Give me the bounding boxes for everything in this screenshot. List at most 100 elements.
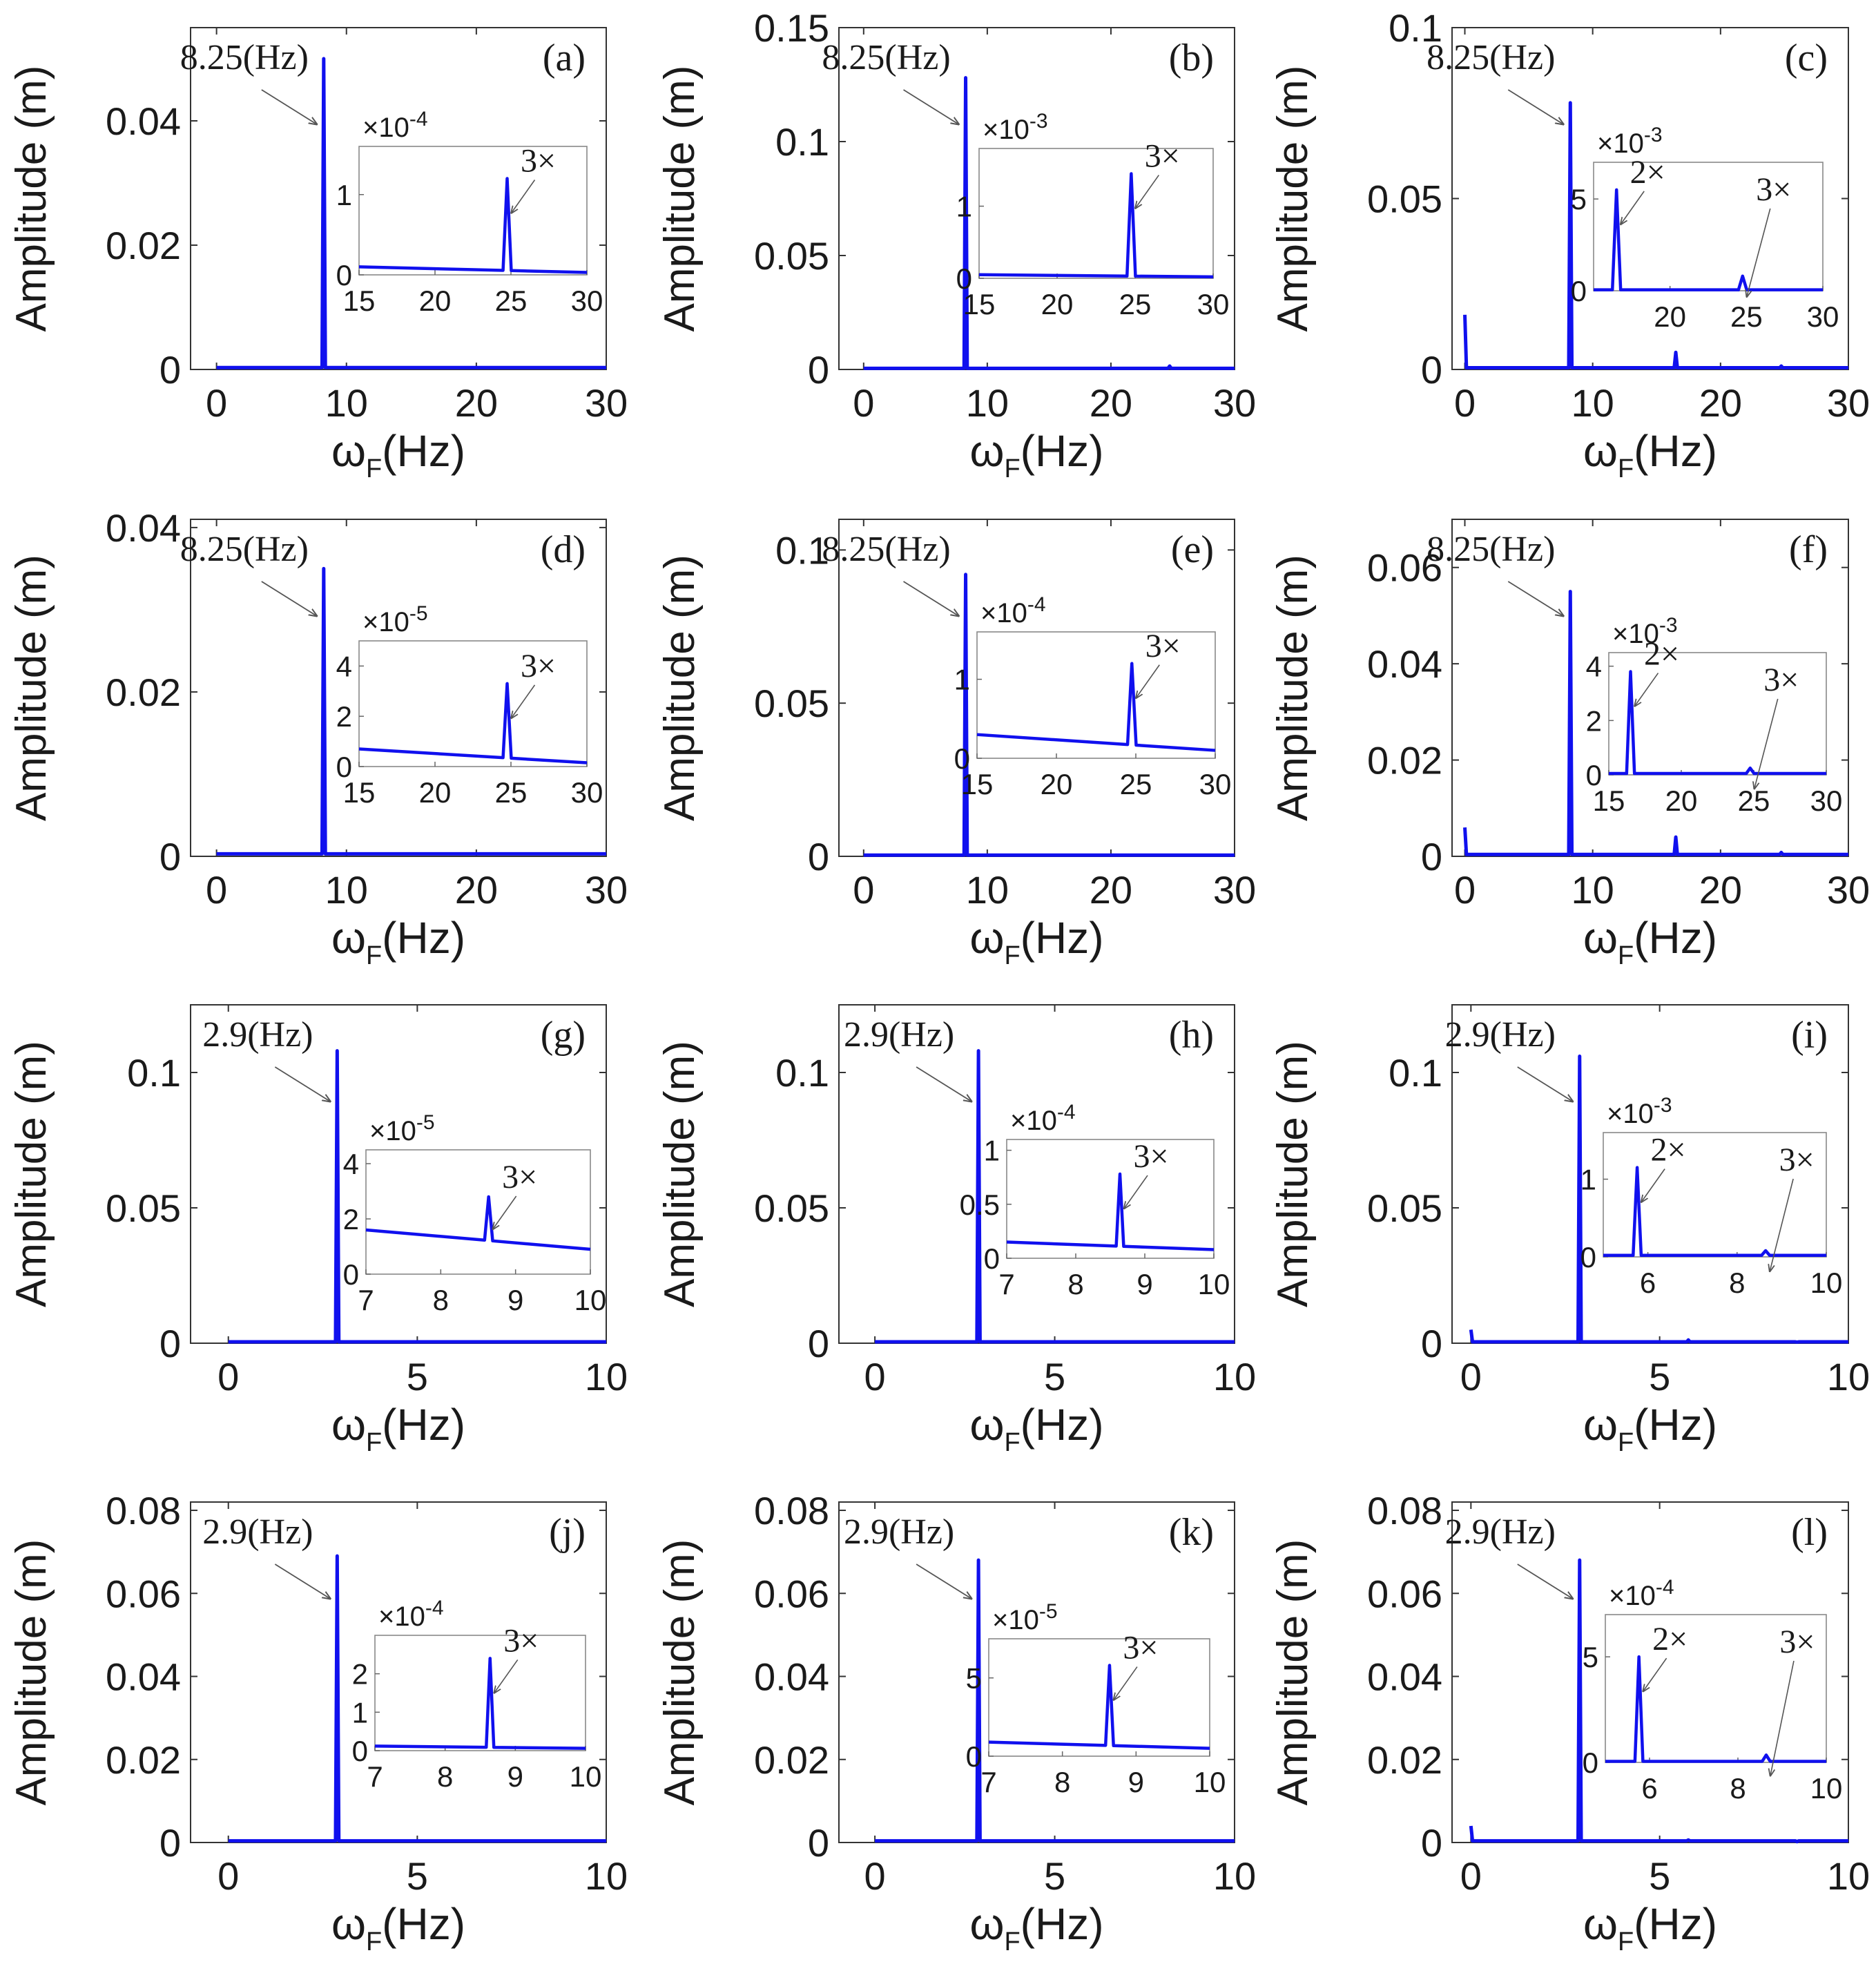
y-tick-label: 0.02 bbox=[106, 1738, 181, 1782]
inset-y-tick-label: 2 bbox=[1586, 704, 1602, 737]
inset-exponent-base: ×10 bbox=[992, 1605, 1039, 1635]
x-axis-label: ωF(Hz) bbox=[969, 1400, 1103, 1457]
x-tick-label: 0 bbox=[1454, 868, 1476, 912]
inset-line bbox=[374, 1657, 586, 1750]
y-tick-label: 0.1 bbox=[1389, 1051, 1442, 1095]
inset-y-tick-label: 2 bbox=[352, 1658, 368, 1691]
peak-label: 2.9(Hz) bbox=[1445, 1015, 1556, 1055]
x-axis-label-omega: ω bbox=[1583, 913, 1618, 963]
inset-y-tick-label: 4 bbox=[343, 1148, 359, 1180]
harmonic-label: 3× bbox=[1763, 662, 1799, 698]
inset-line bbox=[358, 177, 588, 274]
inset-box bbox=[978, 148, 1214, 279]
inset-x-tick-label: 15 bbox=[961, 768, 994, 800]
inset-line bbox=[976, 662, 1216, 752]
inset-l: 0 5 6 8 10 ×10-4 2× 3× bbox=[1583, 1576, 1843, 1805]
inset-exponent: ×10-4 bbox=[1010, 1101, 1076, 1136]
x-tick-label: 5 bbox=[1044, 1854, 1065, 1898]
y-tick-label: 0.08 bbox=[754, 1489, 829, 1532]
inset-x-tick-label: 10 bbox=[1194, 1766, 1226, 1798]
inset-y-tick-label: 0 bbox=[984, 1242, 1000, 1275]
inset-box bbox=[365, 1149, 591, 1275]
x-tick-label: 30 bbox=[1827, 868, 1870, 912]
x-tick-label: 30 bbox=[585, 381, 628, 425]
inset-y-tick-label: 0 bbox=[343, 1258, 359, 1291]
x-axis-label-omega: ω bbox=[331, 426, 366, 476]
peak-label: 2.9(Hz) bbox=[844, 1512, 954, 1552]
inset-y-tick-label: 2 bbox=[343, 1203, 359, 1235]
y-tick-label: 0.05 bbox=[754, 682, 829, 725]
inset-x-tick-label: 25 bbox=[1738, 785, 1770, 817]
inset-exponent: ×10-5 bbox=[992, 1600, 1058, 1635]
harmonic-arrow bbox=[1621, 191, 1645, 224]
harmonic-label: 2× bbox=[1644, 636, 1679, 673]
x-tick-label: 10 bbox=[966, 381, 1009, 425]
inset-y-tick-label: 0 bbox=[352, 1735, 368, 1767]
x-tick-label: 10 bbox=[325, 868, 368, 912]
inset-box bbox=[1593, 162, 1824, 291]
y-tick-label: 0 bbox=[159, 1821, 181, 1865]
y-tick-label: 0 bbox=[159, 835, 181, 878]
peak-arrow bbox=[274, 1564, 330, 1599]
harmonic-arrow bbox=[1114, 1666, 1138, 1700]
inset-x-tick-label: 8 bbox=[433, 1284, 449, 1316]
x-tick-label: 0 bbox=[1460, 1355, 1482, 1398]
y-tick-label: 0 bbox=[808, 835, 829, 878]
peak-label: 2.9(Hz) bbox=[844, 1015, 954, 1055]
y-tick-label: 0 bbox=[159, 348, 181, 392]
inset-x-tick-label: 25 bbox=[495, 776, 528, 809]
inset-x-tick-label: 8 bbox=[1054, 1766, 1070, 1798]
harmonic-label: 3× bbox=[503, 1622, 539, 1659]
inset-exponent-base: ×10 bbox=[980, 598, 1027, 628]
y-tick-label: 0 bbox=[808, 348, 829, 392]
panel-label: (f) bbox=[1789, 528, 1828, 571]
panel-label: (h) bbox=[1169, 1014, 1214, 1057]
inset-exponent: ×10-4 bbox=[1609, 1576, 1674, 1611]
harmonic-arrow bbox=[512, 684, 536, 718]
spectrum-line-e bbox=[863, 573, 1235, 857]
harmonic-arrow bbox=[1643, 1657, 1667, 1691]
inset-x-tick-label: 7 bbox=[367, 1760, 383, 1793]
peak-arrow bbox=[1517, 1564, 1573, 1599]
x-tick-label: 30 bbox=[1827, 381, 1870, 425]
x-tick-label: 0 bbox=[206, 381, 227, 425]
inset-y-tick-label: 0 bbox=[1583, 1747, 1598, 1779]
inset-x-tick-label: 20 bbox=[1654, 300, 1686, 333]
y-axis-label: Amplitude (m) bbox=[8, 1041, 55, 1307]
spectrum-line-c bbox=[1463, 101, 1848, 370]
inset-exponent-power: -3 bbox=[1654, 1094, 1672, 1117]
peak-label: 8.25(Hz) bbox=[1427, 38, 1555, 77]
inset-y-tick-label: 4 bbox=[1586, 651, 1602, 683]
y-tick-label: 0 bbox=[1421, 835, 1442, 878]
peak-label: 8.25(Hz) bbox=[180, 38, 309, 77]
x-axis-label-sub: F bbox=[1004, 1428, 1020, 1457]
inset-exponent: ×10-3 bbox=[1607, 1094, 1672, 1129]
x-axis-label: ωF(Hz) bbox=[1583, 1400, 1717, 1457]
inset-exponent-power: -3 bbox=[1029, 110, 1048, 133]
inset-x-tick-label: 25 bbox=[1730, 300, 1763, 333]
x-axis-label-sub: F bbox=[366, 1428, 382, 1457]
spectrum-line-b bbox=[863, 76, 1235, 370]
inset-x-tick-label: 9 bbox=[1128, 1766, 1144, 1798]
inset-d: 0 2 4 15 20 25 30 ×10-5 3× bbox=[336, 602, 603, 809]
inset-exponent-base: ×10 bbox=[1609, 1581, 1656, 1611]
inset-y-tick-label: 0 bbox=[1586, 759, 1602, 791]
y-tick-label: 0 bbox=[1421, 1821, 1442, 1865]
x-tick-label: 10 bbox=[585, 1854, 628, 1898]
inset-y-tick-label: 1 bbox=[954, 664, 970, 696]
y-axis-label: Amplitude (m) bbox=[8, 66, 55, 332]
inset-exponent-power: -3 bbox=[1659, 614, 1678, 637]
panel-label: (j) bbox=[549, 1511, 586, 1554]
y-tick-label: 0.08 bbox=[106, 1489, 181, 1532]
y-tick-label: 0.04 bbox=[106, 1655, 181, 1699]
y-axis-label: Amplitude (m) bbox=[8, 1539, 55, 1806]
inset-y-tick-label: 0 bbox=[336, 751, 352, 783]
inset-x-tick-label: 6 bbox=[1640, 1267, 1656, 1299]
inset-y-tick-label: 5 bbox=[966, 1662, 982, 1695]
inset-x-tick-label: 8 bbox=[1729, 1267, 1745, 1299]
inset-line bbox=[1603, 1166, 1826, 1257]
